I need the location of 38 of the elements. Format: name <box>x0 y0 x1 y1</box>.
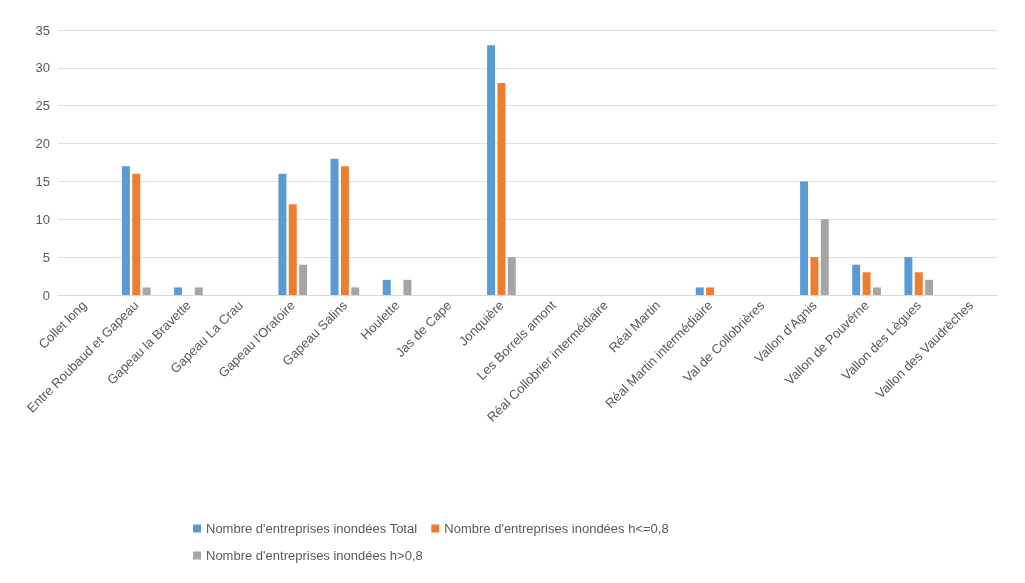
bar <box>497 83 506 295</box>
bar <box>351 287 360 295</box>
bar <box>706 287 715 295</box>
legend-label: Nombre d'entreprises inondées h<=0,8 <box>444 521 669 536</box>
bar <box>132 173 141 295</box>
bar <box>810 257 819 295</box>
y-tick-label: 10 <box>35 211 50 227</box>
y-tick-label: 5 <box>42 249 50 265</box>
bar <box>852 264 861 295</box>
bar <box>278 173 287 295</box>
bar <box>904 257 913 295</box>
y-tick-label: 0 <box>42 287 50 303</box>
bar <box>872 287 881 295</box>
y-tick-label: 25 <box>35 98 50 114</box>
legend-label: Nombre d'entreprises inondées Total <box>206 521 418 536</box>
y-tick-label: 30 <box>35 60 50 76</box>
bar <box>820 219 829 295</box>
bar <box>382 279 391 295</box>
bar <box>288 204 297 295</box>
bar <box>299 264 308 295</box>
bar <box>340 166 349 295</box>
y-tick-label: 15 <box>35 173 50 189</box>
bar <box>487 45 496 295</box>
bar <box>925 279 934 295</box>
bar <box>914 272 923 295</box>
bar <box>507 257 516 295</box>
bar <box>174 287 183 295</box>
legend-label: Nombre d'entreprises inondées h>0,8 <box>206 548 423 563</box>
bar <box>862 272 871 295</box>
bar <box>142 287 151 295</box>
y-tick-label: 35 <box>35 22 50 38</box>
bar <box>695 287 704 295</box>
bar <box>800 181 809 295</box>
bar <box>121 166 130 295</box>
bar <box>330 158 339 295</box>
bar <box>194 287 203 295</box>
bar <box>403 279 412 295</box>
y-tick-label: 20 <box>35 136 50 152</box>
